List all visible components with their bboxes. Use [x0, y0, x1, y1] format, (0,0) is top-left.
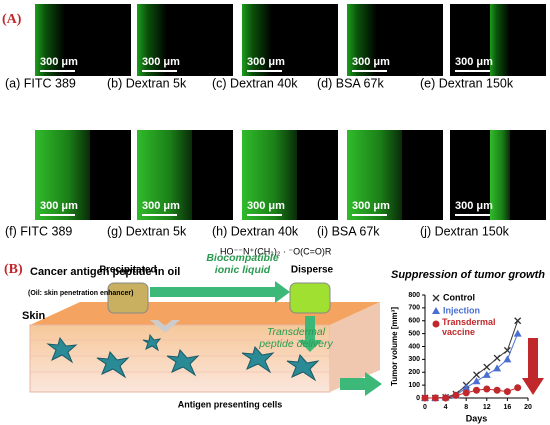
caption: (c) Dextran 40k — [212, 76, 298, 90]
legend-label: Injection — [443, 305, 480, 315]
caption: (a) FITC 389 — [5, 76, 76, 90]
x-tick-label: 12 — [483, 404, 491, 411]
fluorescence — [347, 130, 402, 220]
legend-marker — [432, 294, 440, 302]
arrow — [298, 316, 322, 352]
vial — [289, 282, 331, 314]
marker — [503, 346, 511, 354]
arrow — [150, 281, 290, 303]
x-tick-label: 8 — [464, 404, 468, 411]
x-tick-label: 20 — [524, 404, 532, 411]
x-tick-label: 16 — [504, 404, 512, 411]
label: Precipitated — [99, 265, 156, 276]
marker — [421, 394, 429, 402]
series-line — [425, 387, 518, 399]
marker — [483, 363, 491, 371]
scale-bar-label: 300 μm — [455, 200, 493, 212]
scale-bar-label: 300 μm — [40, 56, 78, 68]
panel-label: (A) — [2, 12, 22, 27]
caption: (h) Dextran 40k — [212, 224, 299, 238]
marker — [493, 386, 501, 394]
legend-marker — [432, 307, 440, 314]
formula: HO⁻⁻N⁺(CH₃)₂ · ⁻O(C=O)R — [220, 246, 332, 256]
arrow — [522, 338, 544, 395]
caption: (b) Dextran 5k — [107, 76, 187, 90]
fluorescence — [137, 4, 167, 76]
caption: (j) Dextran 150k — [420, 224, 510, 238]
fluorescence — [242, 130, 297, 220]
scale-bar-label: 300 μm — [352, 56, 390, 68]
marker — [514, 384, 522, 392]
y-tick-label: 800 — [408, 292, 420, 299]
y-axis-label: Tumor volume [mm³] — [390, 307, 399, 386]
marker — [483, 385, 491, 393]
y-tick-label: 400 — [408, 343, 420, 350]
caption: (g) Dextran 5k — [107, 224, 187, 238]
scale-bar-label: 300 μm — [40, 200, 78, 212]
skin-side — [330, 302, 380, 392]
label: Biocompatible ionic liquid — [206, 252, 279, 276]
marker — [503, 355, 512, 363]
y-tick-label: 300 — [408, 356, 420, 363]
caption: (e) Dextran 150k — [420, 76, 514, 90]
marker — [473, 386, 480, 394]
label: (Oil: skin penetration enhancer) — [28, 290, 133, 297]
fluorescence — [490, 4, 510, 76]
legend-marker — [432, 320, 440, 328]
legend-label: Control — [443, 292, 475, 302]
marker — [513, 329, 522, 337]
scale-bar-label: 300 μm — [142, 56, 180, 68]
y-tick-label: 600 — [408, 318, 420, 325]
y-tick-label: 200 — [408, 369, 420, 376]
fluorescence — [347, 4, 377, 76]
caption: (d) BSA 67k — [317, 76, 384, 90]
y-tick-label: 500 — [408, 330, 420, 337]
marker — [482, 370, 491, 378]
marker — [462, 383, 471, 391]
cells — [46, 333, 320, 382]
marker — [462, 389, 470, 397]
arrow — [150, 320, 180, 333]
label: Transdermal peptide delivery — [259, 326, 333, 350]
arrow — [340, 372, 382, 396]
label: Cancer antigen peptide in oil — [30, 266, 180, 278]
y-tick-label: 0 — [416, 395, 420, 402]
label: Antigen presenting cells — [178, 399, 283, 409]
marker — [442, 394, 450, 402]
marker — [493, 364, 502, 372]
scale-bar-label: 300 μm — [142, 200, 180, 212]
x-tick-label: 0 — [423, 404, 427, 411]
marker — [473, 371, 480, 379]
label: Suppression of tumor growth — [391, 269, 545, 281]
scale-bar-label: 300 μm — [455, 56, 493, 68]
scale-bar-label: 300 μm — [247, 56, 285, 68]
label: Disperse — [291, 265, 334, 276]
fluorescence — [35, 130, 90, 220]
vial — [107, 282, 149, 314]
series-line — [425, 333, 519, 399]
marker — [452, 391, 460, 399]
fluorescence — [137, 130, 192, 220]
marker — [514, 317, 522, 325]
marker — [493, 354, 501, 362]
y-tick-label: 700 — [408, 305, 420, 312]
x-tick-label: 4 — [444, 404, 448, 411]
fluorescence — [242, 4, 272, 76]
fluorescence — [35, 4, 65, 76]
scale-bar-label: 300 μm — [247, 200, 285, 212]
legend-label: Transdermal vaccine — [442, 317, 496, 337]
scale-bar-label: 300 μm — [352, 200, 390, 212]
y-tick-label: 100 — [408, 382, 420, 389]
caption: (i) BSA 67k — [317, 224, 380, 238]
x-axis-label: Days — [466, 413, 488, 423]
panel-label: (B) — [4, 262, 23, 277]
marker — [472, 377, 481, 385]
fluorescence — [490, 130, 510, 220]
marker — [503, 388, 511, 396]
marker — [431, 394, 439, 402]
label: Skin — [22, 310, 46, 322]
caption: (f) FITC 389 — [5, 224, 72, 238]
